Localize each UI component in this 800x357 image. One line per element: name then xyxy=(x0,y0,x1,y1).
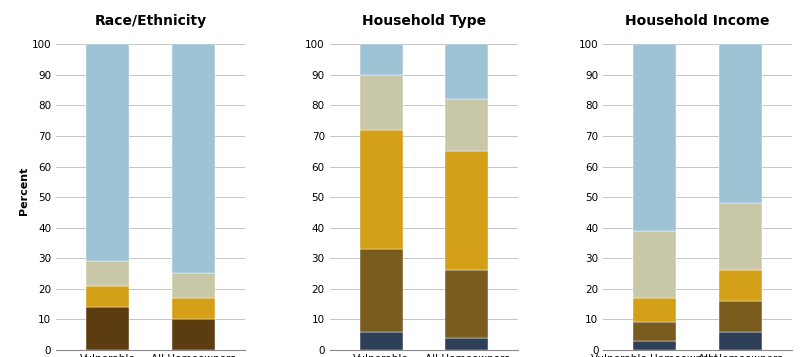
Bar xyxy=(634,44,676,231)
Y-axis label: Percent: Percent xyxy=(18,167,29,215)
Bar xyxy=(446,99,488,151)
Bar xyxy=(86,261,129,286)
Bar xyxy=(719,332,762,350)
Title: Household Income: Household Income xyxy=(626,14,770,28)
Bar xyxy=(446,151,488,271)
Bar xyxy=(360,249,402,332)
Bar xyxy=(172,319,214,350)
Bar xyxy=(446,44,488,99)
Bar xyxy=(360,332,402,350)
Title: Race/Ethnicity: Race/Ethnicity xyxy=(94,14,206,28)
Bar xyxy=(360,44,402,75)
Bar xyxy=(719,271,762,301)
Bar xyxy=(446,271,488,338)
Bar xyxy=(634,341,676,350)
Bar xyxy=(360,75,402,130)
Bar xyxy=(172,273,214,298)
Bar xyxy=(360,130,402,249)
Bar xyxy=(634,231,676,298)
Bar xyxy=(634,298,676,322)
Bar xyxy=(634,322,676,341)
Bar xyxy=(86,44,129,261)
Bar xyxy=(719,301,762,332)
Bar xyxy=(719,203,762,271)
Title: Household Type: Household Type xyxy=(362,14,486,28)
Bar xyxy=(86,286,129,307)
Bar xyxy=(446,338,488,350)
Bar xyxy=(86,307,129,350)
Bar xyxy=(172,298,214,319)
Bar xyxy=(719,44,762,203)
Bar xyxy=(172,44,214,273)
